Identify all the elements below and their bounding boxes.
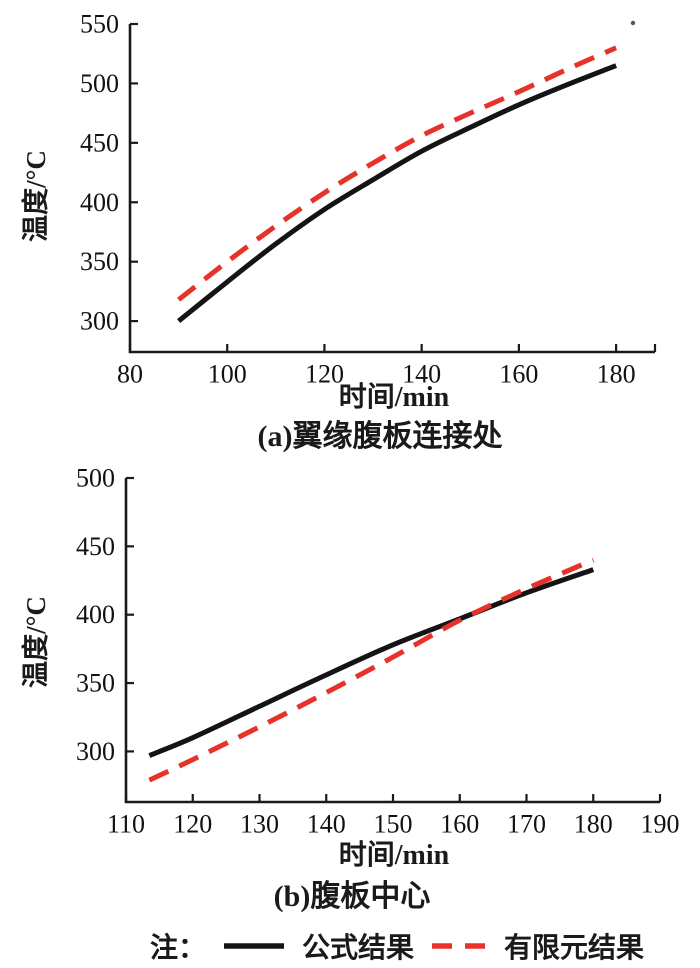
y-tick-label: 500: [80, 69, 119, 98]
x-tick-label: 170: [507, 810, 546, 839]
x-tick-label: 190: [641, 810, 680, 839]
chart-a-fem-result-curve: [177, 45, 618, 302]
y-tick-label: 500: [76, 464, 115, 493]
legend-fem-label: 有限元结果: [504, 933, 645, 964]
x-tick-label: 120: [305, 360, 344, 389]
y-tick-label: 450: [76, 532, 115, 561]
chart-a-y-axis-label: 温度/°C: [21, 150, 51, 242]
x-tick-label: 160: [440, 810, 479, 839]
y-tick-label: 350: [76, 669, 115, 698]
chart-a-axes: [128, 24, 655, 354]
chart-b-plot-area: 300 350 400 450 500 110 120 130 140 150 160 170 180 1…: [76, 464, 680, 839]
y-tick-label: 450: [80, 128, 119, 157]
chart-b-caption: (b)腹板中心: [273, 880, 431, 913]
x-tick-label: 160: [499, 360, 538, 389]
chart-a-caption: (a)翼缘腹板连接处: [257, 420, 503, 453]
legend-formula-label: 公式结果: [302, 933, 415, 964]
fem-line-sample-icon: [432, 943, 489, 949]
chart-a-formula-result-curve: [177, 63, 618, 324]
x-tick-label: 180: [597, 360, 636, 389]
y-tick-label: 300: [76, 737, 115, 766]
y-tick-label: 350: [80, 247, 119, 276]
x-tick-label: 110: [107, 810, 145, 839]
x-tick-label: 140: [402, 360, 441, 389]
chart-b-formula-result-curve: [148, 567, 595, 758]
x-tick-label: 80: [117, 360, 143, 389]
x-tick-label: 130: [240, 810, 279, 839]
x-tick-label: 120: [173, 810, 212, 839]
x-tick-label: 100: [208, 360, 247, 389]
legend-note-label: 注：: [150, 933, 207, 964]
scan-speck: [630, 20, 636, 26]
chart-a-plot-area: 300 350 400 450 500 550 80 100 120 140 160 180: [80, 10, 657, 389]
x-tick-label: 180: [574, 810, 613, 839]
legend: 注： 公式结果 有限元结果: [150, 924, 644, 968]
y-tick-label: 550: [80, 10, 119, 39]
y-tick-label: 400: [76, 600, 115, 629]
chart-b-axes: [124, 478, 660, 804]
chart-b-x-axis-label: 时间/min: [338, 840, 450, 871]
chart-b-y-axis-label: 温度/°C: [21, 596, 51, 688]
chart-b-fem-result-curve: [148, 557, 595, 783]
y-tick-label: 300: [80, 307, 119, 336]
x-tick-label: 150: [374, 810, 413, 839]
y-tick-label: 400: [80, 188, 119, 217]
chart-a-x-axis-label: 时间/min: [338, 382, 450, 413]
x-tick-label: 140: [307, 810, 346, 839]
formula-line-sample-icon: [224, 943, 285, 949]
